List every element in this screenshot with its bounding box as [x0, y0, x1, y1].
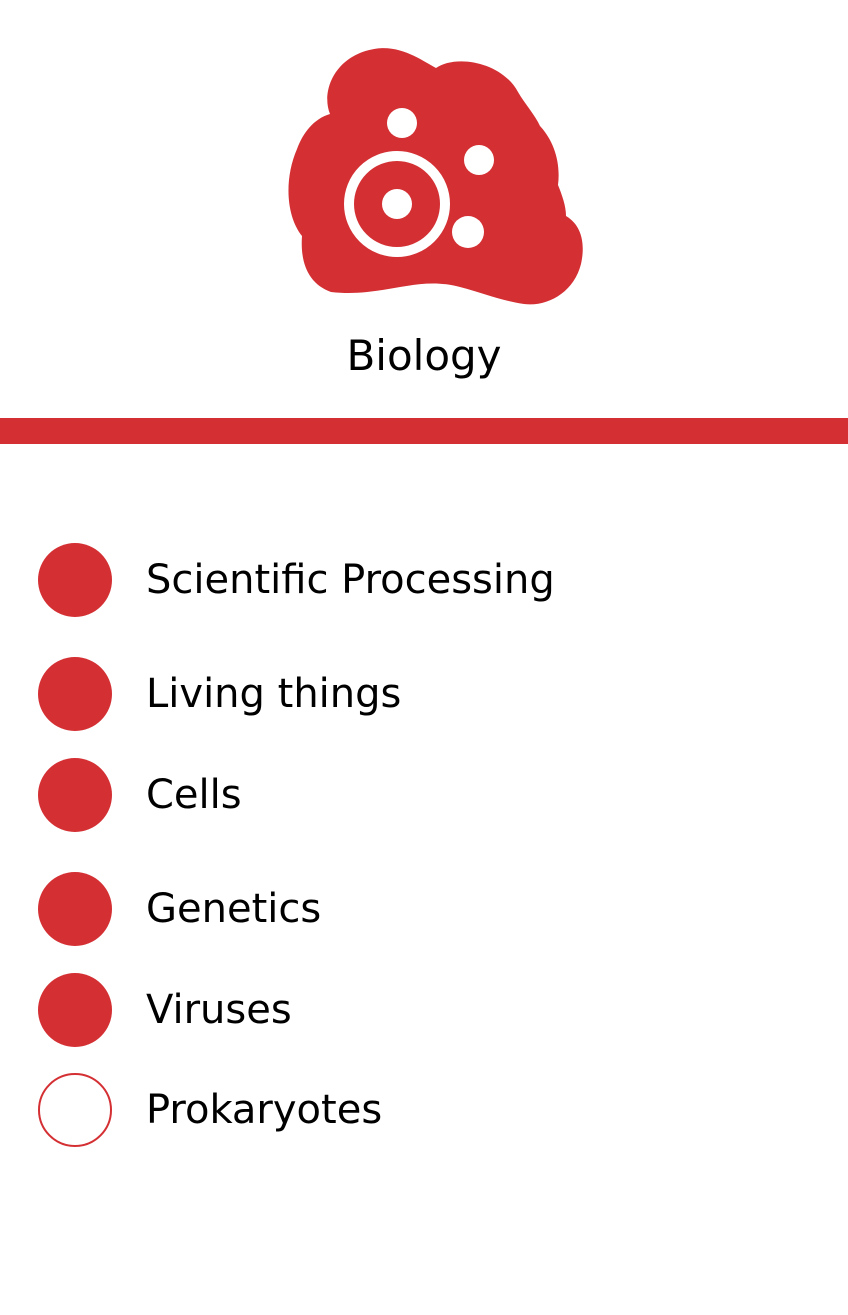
topic-label: Genetics — [146, 886, 322, 932]
completed-dot-icon — [38, 973, 112, 1047]
page-title: Biology — [346, 331, 502, 380]
subject-header: Biology — [0, 0, 848, 418]
topic-item-prokaryotes[interactable]: Prokaryotes — [38, 1072, 798, 1148]
topic-item-cells[interactable]: Cells — [38, 757, 798, 833]
topic-label: Viruses — [146, 987, 292, 1033]
completed-dot-icon — [38, 657, 112, 731]
cell-icon — [288, 46, 584, 308]
header-divider — [0, 418, 848, 444]
topic-label: Prokaryotes — [146, 1087, 383, 1133]
topic-item-viruses[interactable]: Viruses — [38, 972, 798, 1048]
topic-label: Living things — [146, 671, 402, 717]
topic-label: Cells — [146, 772, 242, 818]
topic-item-genetics[interactable]: Genetics — [38, 871, 798, 947]
topic-label: Scientific Processing — [146, 557, 555, 603]
incomplete-circle-icon — [38, 1073, 112, 1147]
topic-item-scientific-processing[interactable]: Scientific Processing — [38, 542, 798, 618]
completed-dot-icon — [38, 758, 112, 832]
completed-dot-icon — [38, 543, 112, 617]
topic-item-living-things[interactable]: Living things — [38, 656, 798, 732]
completed-dot-icon — [38, 872, 112, 946]
